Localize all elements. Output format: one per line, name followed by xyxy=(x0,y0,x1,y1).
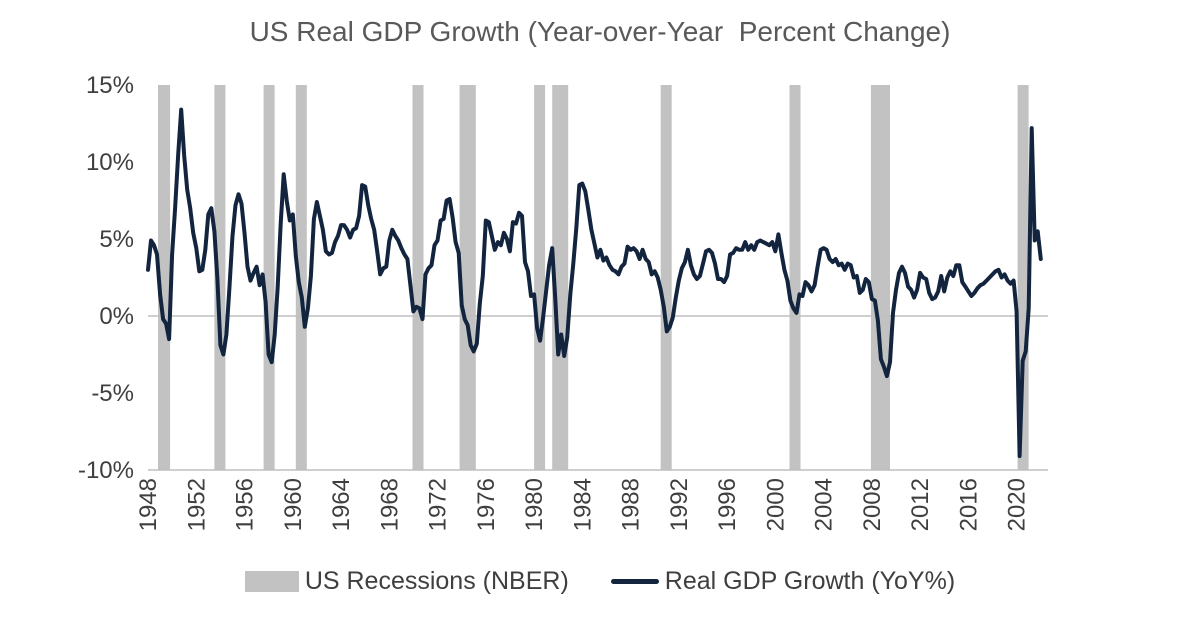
x-tick-label: 1984 xyxy=(569,478,596,531)
x-tick-label: 1992 xyxy=(666,478,693,531)
y-tick-label: -5% xyxy=(91,380,134,407)
chart-title: US Real GDP Growth (Year-over-Year Perce… xyxy=(249,16,951,47)
legend-item-gdp-line: Real GDP Growth (YoY%) xyxy=(610,567,956,596)
y-tick-label: 0% xyxy=(99,303,134,330)
x-tick-label: 2012 xyxy=(907,478,934,531)
recession-band xyxy=(1017,85,1029,470)
legend-label-recessions: US Recessions (NBER) xyxy=(304,567,569,595)
x-tick-label: 1996 xyxy=(714,478,741,531)
x-tick-label: 2008 xyxy=(859,478,886,531)
y-tick-label: 5% xyxy=(99,226,134,253)
recession-band xyxy=(263,85,275,470)
x-tick-label: 2020 xyxy=(1004,478,1031,531)
x-tick-label: 2004 xyxy=(811,478,838,531)
recession-band xyxy=(870,85,890,470)
recession-band xyxy=(789,85,801,470)
recession-band xyxy=(295,85,307,470)
y-tick-label: 15% xyxy=(86,72,134,99)
recession-band xyxy=(158,85,171,470)
x-tick-label: 1948 xyxy=(135,478,162,531)
y-tick-label: -10% xyxy=(78,457,134,484)
recession-band xyxy=(412,85,424,470)
x-tick-label: 1956 xyxy=(232,478,259,531)
x-tick-label: 1960 xyxy=(280,478,307,531)
recession-band xyxy=(214,85,226,470)
x-tick-label: 1972 xyxy=(425,478,452,531)
x-tick-label: 2016 xyxy=(955,478,982,531)
legend-item-recessions: US Recessions (NBER) xyxy=(244,567,569,596)
legend-label-gdp-line: Real GDP Growth (YoY%) xyxy=(664,567,956,595)
x-tick-label: 1976 xyxy=(473,478,500,531)
gdp-line-swatch xyxy=(610,579,659,584)
recession-swatch xyxy=(244,571,299,592)
recession-band xyxy=(552,85,569,470)
x-tick-label: 2000 xyxy=(762,478,789,531)
recession-band xyxy=(459,85,476,470)
recession-band xyxy=(660,85,672,470)
x-tick-label: 1980 xyxy=(521,478,548,531)
x-tick-label: 1968 xyxy=(376,478,403,531)
x-tick-label: 1988 xyxy=(618,478,645,531)
x-tick-label: 1964 xyxy=(328,478,355,531)
legend: US Recessions (NBER) Real GDP Growth (Yo… xyxy=(0,567,1200,596)
x-tick-label: 1952 xyxy=(183,478,210,531)
y-tick-label: 10% xyxy=(86,149,134,176)
recession-band xyxy=(534,85,546,470)
gdp-growth-line xyxy=(146,107,1043,459)
